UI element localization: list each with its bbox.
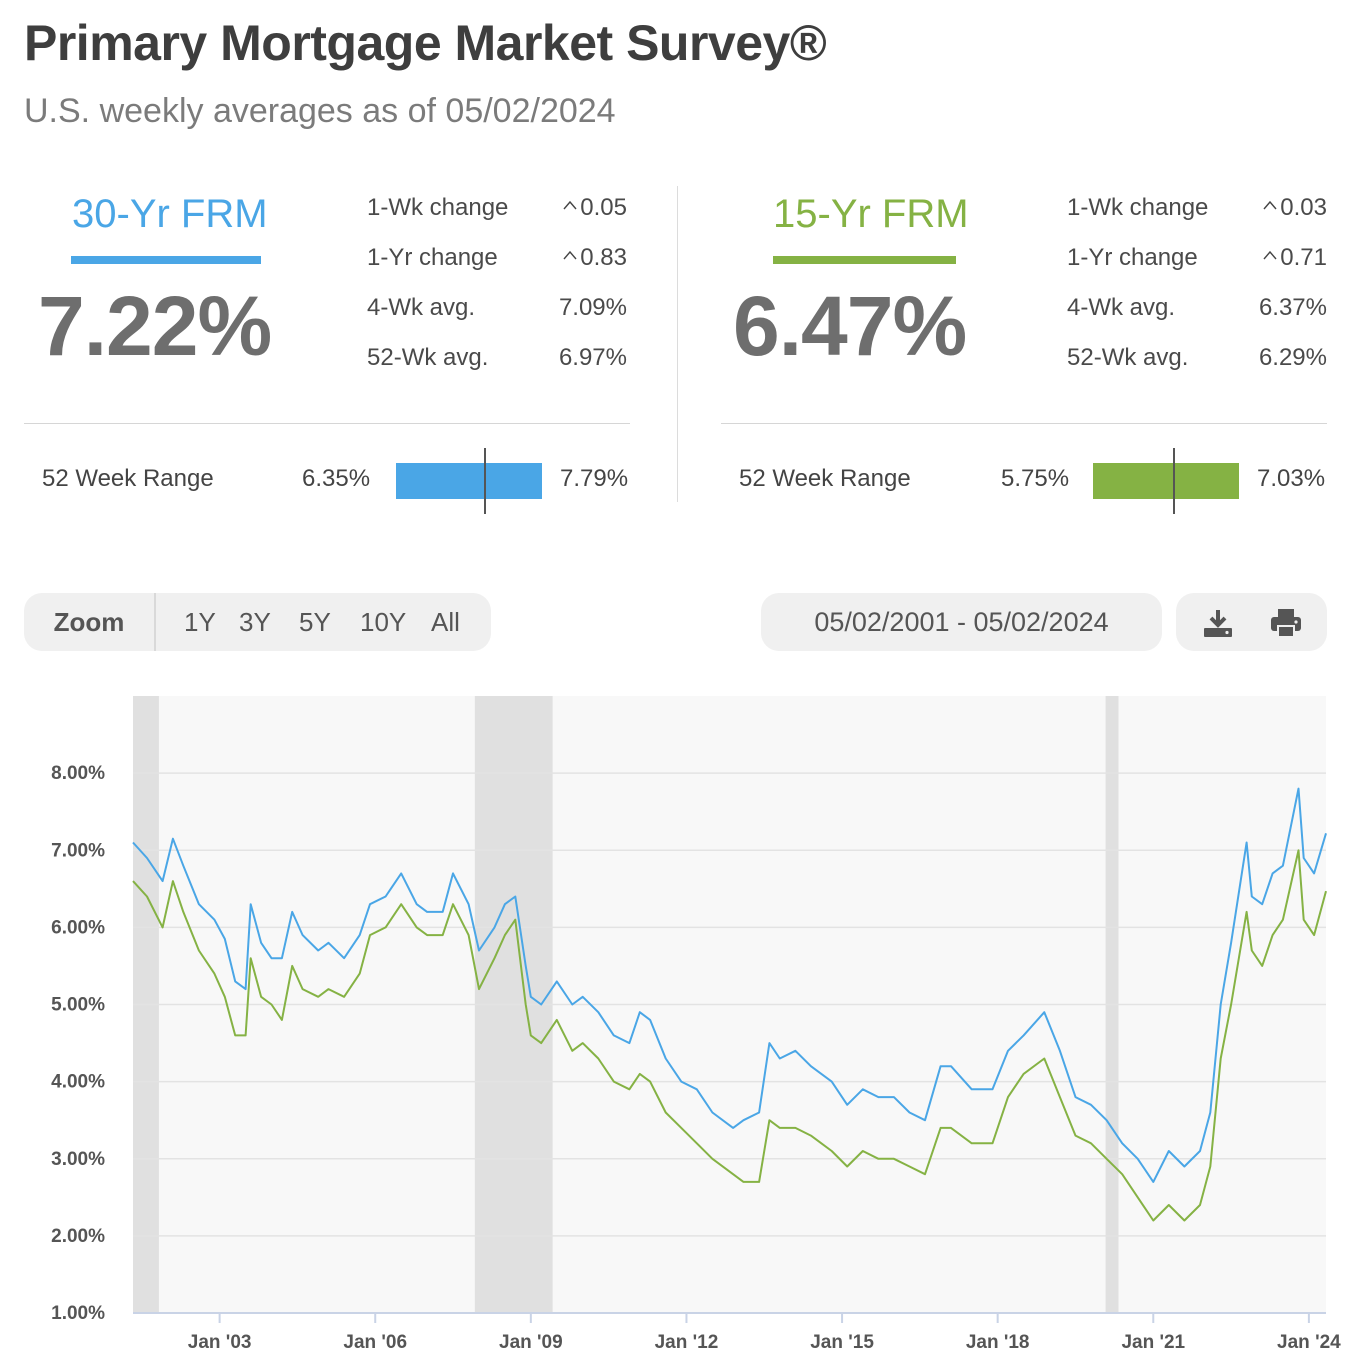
frm30-rate: 7.22% bbox=[38, 279, 272, 373]
stat-label: 1-Wk change bbox=[1067, 194, 1209, 221]
download-icon[interactable] bbox=[1201, 607, 1235, 639]
zoom-3y-button[interactable]: 3Y bbox=[239, 607, 271, 637]
stat-row: 1-Wk change 0.03 bbox=[1067, 194, 1327, 244]
stat-row: 52-Wk avg. 6.97% bbox=[367, 344, 627, 394]
stat-label: 1-Wk change bbox=[367, 194, 509, 221]
y-tick-label: 3.00% bbox=[51, 1149, 105, 1170]
stat-value: 0.83 bbox=[580, 244, 627, 271]
x-tick-label: Jan '24 bbox=[1277, 1332, 1341, 1353]
stat-row: 1-Yr change 0.71 bbox=[1067, 244, 1327, 294]
y-tick-label: 6.00% bbox=[51, 917, 105, 938]
stat-row: 4-Wk avg. 7.09% bbox=[367, 294, 627, 344]
frm15-panel: 15-Yr FRM 6.47% 1-Wk change 0.03 1-Yr ch… bbox=[719, 180, 1329, 514]
panel-divider bbox=[677, 186, 678, 502]
stat-value: 0.71 bbox=[1280, 244, 1327, 271]
stat-value: 0.03 bbox=[1280, 194, 1327, 221]
y-tick-label: 2.00% bbox=[51, 1226, 105, 1247]
range-low: 5.75% bbox=[1001, 465, 1070, 492]
frm30-label: 30-Yr FRM bbox=[72, 192, 268, 236]
stat-row: 1-Yr change 0.83 bbox=[367, 244, 627, 294]
page-subtitle: U.S. weekly averages as of 05/02/2024 bbox=[24, 92, 616, 130]
stat-value: 7.09% bbox=[558, 294, 627, 321]
stat-label: 1-Yr change bbox=[367, 244, 498, 271]
frm15-underline bbox=[773, 256, 956, 264]
frm30-underline bbox=[71, 256, 261, 264]
range-label: 52 Week Range bbox=[739, 465, 911, 492]
frm15-label: 15-Yr FRM bbox=[773, 192, 969, 236]
stat-label: 4-Wk avg. bbox=[1067, 294, 1176, 321]
divider bbox=[24, 423, 630, 424]
frm30-stats: 1-Wk change 0.05 1-Yr change 0.83 4-Wk a… bbox=[367, 194, 627, 394]
y-tick-label: 1.00% bbox=[51, 1303, 105, 1324]
series-line-frm30 bbox=[132, 787, 1327, 1183]
x-tick-label: Jan '21 bbox=[1121, 1332, 1185, 1353]
stat-label: 52-Wk avg. bbox=[1067, 344, 1189, 371]
stat-value: 6.37% bbox=[1258, 294, 1327, 321]
frm30-panel: 30-Yr FRM 7.22% 1-Wk change 0.05 1-Yr ch… bbox=[22, 180, 632, 514]
stat-label: 52-Wk avg. bbox=[367, 344, 489, 371]
range-current-marker bbox=[1173, 448, 1176, 514]
up-caret-icon bbox=[1263, 250, 1277, 260]
series-line-frm15 bbox=[132, 849, 1327, 1222]
stat-row: 1-Wk change 0.05 bbox=[367, 194, 627, 244]
range-label: 52 Week Range bbox=[42, 465, 214, 492]
frm30-range-bar bbox=[396, 463, 542, 499]
zoom-all-button[interactable]: All bbox=[431, 607, 460, 637]
up-caret-icon bbox=[563, 250, 577, 260]
frm15-range-bar bbox=[1093, 463, 1239, 499]
x-tick-label: Jan '03 bbox=[188, 1332, 252, 1353]
stat-row: 4-Wk avg. 6.37% bbox=[1067, 294, 1327, 344]
date-range-input[interactable]: 05/02/2001 - 05/02/2024 bbox=[761, 593, 1162, 651]
y-tick-label: 7.00% bbox=[51, 840, 105, 861]
stat-value: 6.97% bbox=[558, 344, 627, 371]
x-tick-label: Jan '06 bbox=[343, 1332, 407, 1353]
zoom-control: Zoom 1Y 3Y 5Y 10Y All bbox=[24, 593, 491, 651]
stat-value: 0.05 bbox=[580, 194, 627, 221]
y-tick-label: 4.00% bbox=[51, 1072, 105, 1093]
page-title: Primary Mortgage Market Survey® bbox=[24, 15, 827, 71]
zoom-label: Zoom bbox=[24, 593, 156, 651]
range-high: 7.03% bbox=[1257, 465, 1326, 492]
frm15-stats: 1-Wk change 0.03 1-Yr change 0.71 4-Wk a… bbox=[1067, 194, 1327, 394]
chart-tools bbox=[1176, 593, 1327, 651]
frm15-rate: 6.47% bbox=[733, 279, 967, 373]
x-tick-label: Jan '12 bbox=[655, 1332, 719, 1353]
rates-line-chart: 1.00% 2.00% 3.00% 4.00% 5.00% 6.00% 7.00% 8.00%… bbox=[51, 696, 1341, 1353]
y-tick-label: 5.00% bbox=[51, 995, 105, 1016]
print-icon[interactable] bbox=[1269, 607, 1303, 639]
stat-label: 1-Yr change bbox=[1067, 244, 1198, 271]
x-tick-label: Jan '18 bbox=[966, 1332, 1030, 1353]
range-high: 7.79% bbox=[560, 465, 629, 492]
stat-label: 4-Wk avg. bbox=[367, 294, 476, 321]
up-caret-icon bbox=[1263, 200, 1277, 210]
range-low: 6.35% bbox=[302, 465, 371, 492]
up-caret-icon bbox=[563, 200, 577, 210]
x-tick-label: Jan '09 bbox=[499, 1332, 563, 1353]
range-current-marker bbox=[483, 448, 486, 514]
zoom-1y-button[interactable]: 1Y bbox=[184, 607, 216, 637]
zoom-10y-button[interactable]: 10Y bbox=[360, 607, 407, 637]
x-tick-label: Jan '15 bbox=[810, 1332, 874, 1353]
divider bbox=[721, 423, 1327, 424]
stat-row: 52-Wk avg. 6.29% bbox=[1067, 344, 1327, 394]
stat-value: 6.29% bbox=[1258, 344, 1327, 371]
zoom-5y-button[interactable]: 5Y bbox=[299, 607, 331, 637]
y-tick-label: 8.00% bbox=[51, 763, 105, 784]
